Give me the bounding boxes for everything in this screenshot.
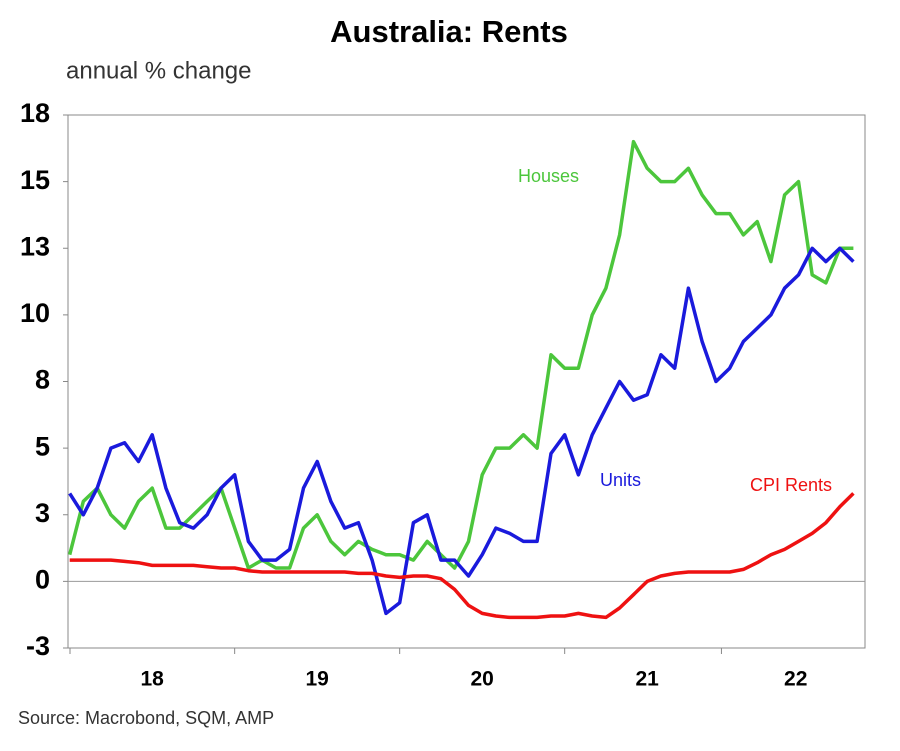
series-label: CPI Rents <box>750 475 832 495</box>
source-note: Source: Macrobond, SQM, AMP <box>18 708 274 728</box>
series-line <box>69 492 855 620</box>
series-line <box>68 139 854 570</box>
series-line <box>68 246 855 616</box>
y-tick-label: 0 <box>35 565 50 595</box>
chart-title: Australia: Rents <box>330 14 568 49</box>
y-tick-label: 3 <box>35 498 50 528</box>
y-axis-label: annual % change <box>66 57 251 84</box>
series-label: Units <box>600 470 641 490</box>
y-tick-label: 5 <box>35 431 50 461</box>
y-tick-label: 18 <box>20 98 50 128</box>
x-tick-label: 21 <box>636 668 660 691</box>
x-tick-label: 22 <box>784 668 807 691</box>
y-tick-label: 8 <box>35 365 50 395</box>
x-tick-label: 20 <box>470 668 493 691</box>
y-tick-label: 10 <box>20 298 50 328</box>
y-tick-label: 15 <box>20 165 50 195</box>
y-tick-label: 13 <box>20 231 50 261</box>
series-label: Houses <box>518 166 579 186</box>
x-tick-label: 19 <box>305 668 328 691</box>
x-tick-label: 18 <box>140 668 164 691</box>
y-tick-label: -3 <box>26 631 50 661</box>
